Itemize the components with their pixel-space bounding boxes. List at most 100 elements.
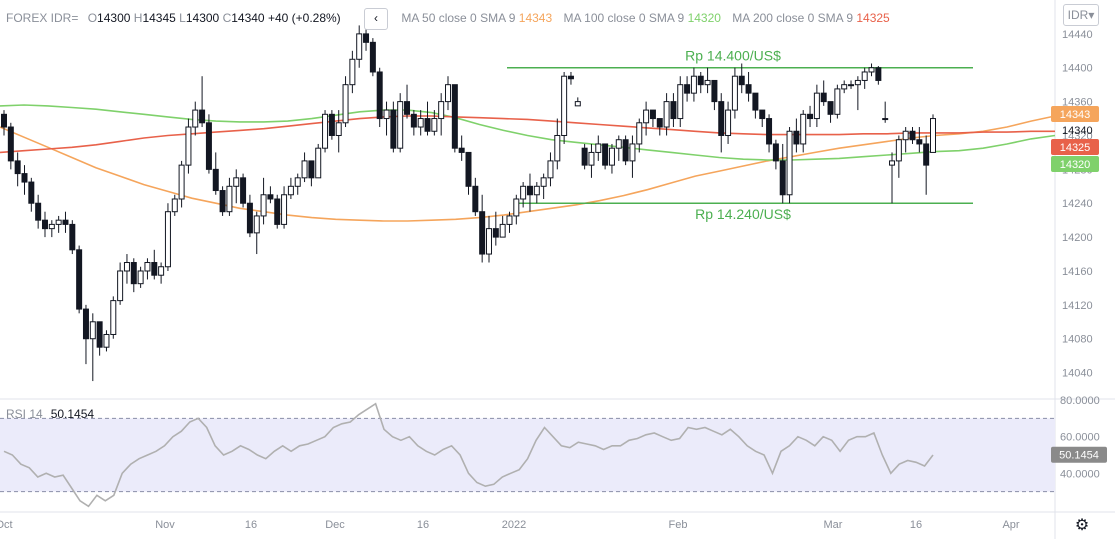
price-tick-label: 14440 bbox=[1062, 29, 1093, 41]
time-tick-label: 16 bbox=[245, 519, 257, 531]
candle-body bbox=[397, 101, 404, 149]
candle-body bbox=[793, 130, 800, 145]
candle bbox=[588, 143, 595, 178]
candle bbox=[233, 169, 240, 204]
candle-body bbox=[759, 109, 766, 120]
rsi-label[interactable]: RSI 14 bbox=[6, 407, 43, 421]
candle-body bbox=[895, 139, 902, 162]
candle bbox=[158, 262, 165, 284]
candle bbox=[772, 139, 779, 170]
candle-body bbox=[199, 109, 206, 124]
candle bbox=[28, 177, 35, 212]
candle bbox=[909, 127, 916, 144]
candle bbox=[397, 93, 404, 153]
candle-body bbox=[117, 270, 124, 302]
candle-body bbox=[567, 75, 574, 80]
candle bbox=[21, 165, 28, 195]
candle bbox=[110, 296, 117, 339]
candle bbox=[820, 80, 827, 106]
candle bbox=[759, 109, 766, 128]
candle-body bbox=[574, 101, 581, 107]
candle bbox=[704, 67, 711, 94]
candle bbox=[923, 135, 930, 195]
candle-body bbox=[834, 88, 841, 115]
candle-body bbox=[561, 75, 568, 136]
candle-body bbox=[178, 164, 185, 200]
candle-body bbox=[404, 101, 411, 115]
candle bbox=[205, 114, 212, 174]
candle-body bbox=[82, 308, 89, 340]
candle-body bbox=[772, 143, 779, 162]
candle-body bbox=[848, 84, 855, 87]
candle bbox=[226, 177, 233, 216]
candle-body bbox=[472, 185, 479, 213]
price-label-text: 14340 bbox=[1062, 125, 1093, 137]
collapse-legend-button[interactable]: ‹ bbox=[364, 8, 389, 30]
candle bbox=[281, 186, 288, 229]
rsi-tick-label: 60.0000 bbox=[1060, 432, 1100, 444]
candle bbox=[485, 215, 492, 263]
gear-icon[interactable]: ⚙ bbox=[1074, 517, 1090, 534]
close-label: C bbox=[222, 11, 232, 26]
open-label: O bbox=[87, 11, 98, 26]
candle-body bbox=[158, 266, 165, 276]
candle bbox=[96, 321, 103, 356]
candle bbox=[376, 67, 383, 128]
candle-body bbox=[246, 202, 253, 234]
rsi-line bbox=[3, 402, 934, 508]
symbol-name[interactable]: FOREX IDR= bbox=[6, 11, 79, 26]
price-tick-label: 14360 bbox=[1062, 97, 1093, 109]
candle bbox=[868, 63, 875, 77]
candle bbox=[178, 160, 185, 208]
candle bbox=[718, 93, 725, 153]
candle-body bbox=[813, 92, 820, 120]
candle bbox=[383, 101, 390, 136]
ma-line-2 bbox=[0, 115, 1055, 154]
candle bbox=[711, 79, 718, 111]
candle bbox=[875, 66, 882, 85]
candle bbox=[390, 101, 397, 153]
candle-body bbox=[649, 109, 656, 120]
candle bbox=[410, 110, 417, 136]
ma200-label[interactable]: MA 200 close 0 SMA 9 bbox=[732, 11, 854, 26]
candle-body bbox=[287, 185, 294, 196]
candle bbox=[554, 118, 561, 170]
candle-body bbox=[711, 79, 718, 103]
candle-body bbox=[55, 219, 62, 225]
candle bbox=[663, 93, 670, 136]
rsi-band bbox=[0, 418, 1055, 492]
ma100-label[interactable]: MA 100 close 0 SMA 9 bbox=[563, 11, 685, 26]
candle-body bbox=[438, 101, 445, 120]
candle-body bbox=[882, 118, 889, 121]
candle-body bbox=[151, 262, 158, 276]
currency-button[interactable]: IDR▾ bbox=[1063, 4, 1099, 26]
candle bbox=[192, 101, 199, 136]
candle bbox=[240, 173, 247, 208]
candle bbox=[629, 135, 636, 178]
candle-body bbox=[704, 79, 711, 86]
candle-body bbox=[725, 109, 732, 136]
candle-body bbox=[89, 321, 96, 340]
candle bbox=[861, 67, 868, 89]
candle bbox=[895, 135, 902, 178]
candle-body bbox=[752, 92, 759, 111]
candle-body bbox=[738, 75, 745, 86]
candle-body bbox=[690, 75, 697, 94]
candle bbox=[185, 118, 192, 174]
rsi-tick-label: 80.0000 bbox=[1060, 395, 1100, 407]
candle-body bbox=[1, 113, 7, 128]
candle bbox=[417, 110, 424, 136]
candle-body bbox=[506, 215, 513, 225]
low-label: L bbox=[179, 11, 186, 26]
candle bbox=[151, 249, 158, 280]
rsi-legend: RSI 14 50.1454 bbox=[6, 407, 94, 421]
candle-body bbox=[349, 58, 356, 86]
ma50-label[interactable]: MA 50 close 0 SMA 9 bbox=[401, 11, 516, 26]
candle-body bbox=[164, 211, 171, 268]
candle bbox=[69, 220, 76, 255]
candle bbox=[260, 177, 267, 225]
candle-body bbox=[356, 33, 363, 60]
ma50-value: 14343 bbox=[518, 11, 553, 26]
candle bbox=[431, 110, 438, 136]
